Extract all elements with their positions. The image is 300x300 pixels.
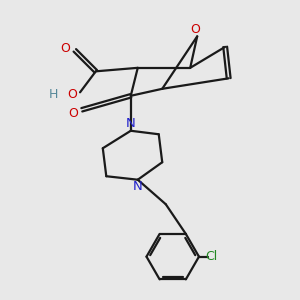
Text: N: N <box>133 180 142 193</box>
Text: O: O <box>61 42 70 55</box>
Text: N: N <box>126 117 136 130</box>
Text: Cl: Cl <box>205 250 217 263</box>
Text: H: H <box>49 88 58 100</box>
Text: O: O <box>190 23 200 36</box>
Text: O: O <box>68 107 78 120</box>
Text: O: O <box>68 88 77 100</box>
